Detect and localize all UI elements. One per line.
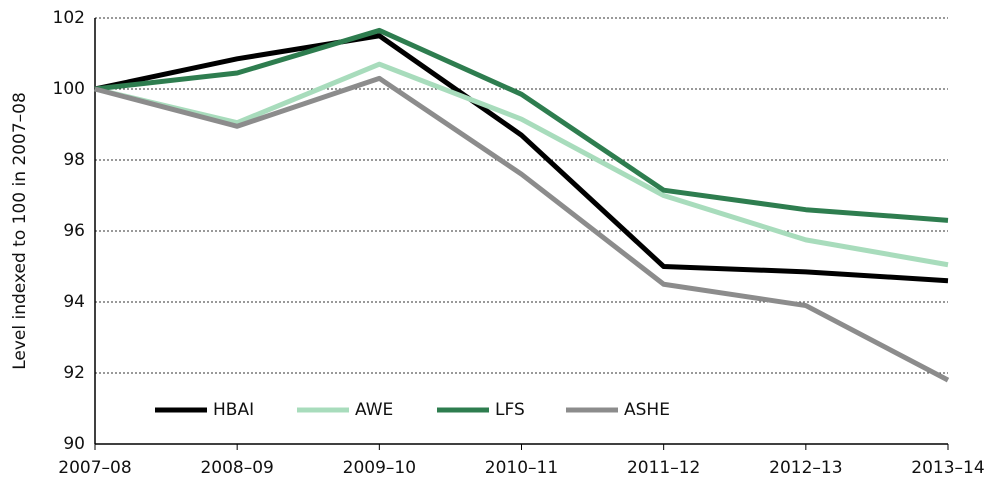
x-tick-label: 2011–12	[627, 458, 700, 478]
x-tick-label: 2010–11	[485, 458, 558, 478]
series-line	[94, 75, 950, 383]
series-line	[94, 61, 949, 268]
series-line	[94, 33, 949, 284]
y-tick-label: 92	[63, 363, 85, 383]
series-line	[94, 27, 949, 223]
x-tick-label: 2008–09	[200, 458, 273, 478]
y-tick-label: 102	[53, 8, 85, 28]
x-tick-label: 2012–13	[769, 458, 842, 478]
legend-label: HBAI	[213, 400, 254, 420]
x-tick-label: 2007–08	[58, 458, 131, 478]
legend-label: ASHE	[624, 400, 670, 420]
legend-label: AWE	[355, 400, 393, 420]
y-tick-label: 90	[63, 434, 85, 454]
legend-label: LFS	[495, 400, 525, 420]
y-tick-label: 94	[63, 292, 85, 312]
y-axis-label: Level indexed to 100 in 2007–08	[10, 92, 30, 370]
y-tick-label: 100	[53, 79, 85, 99]
y-tick-label: 96	[63, 221, 85, 241]
y-tick-label: 98	[63, 150, 85, 170]
x-tick-label: 2009–10	[343, 458, 416, 478]
x-tick-label: 2013–14	[911, 458, 984, 478]
